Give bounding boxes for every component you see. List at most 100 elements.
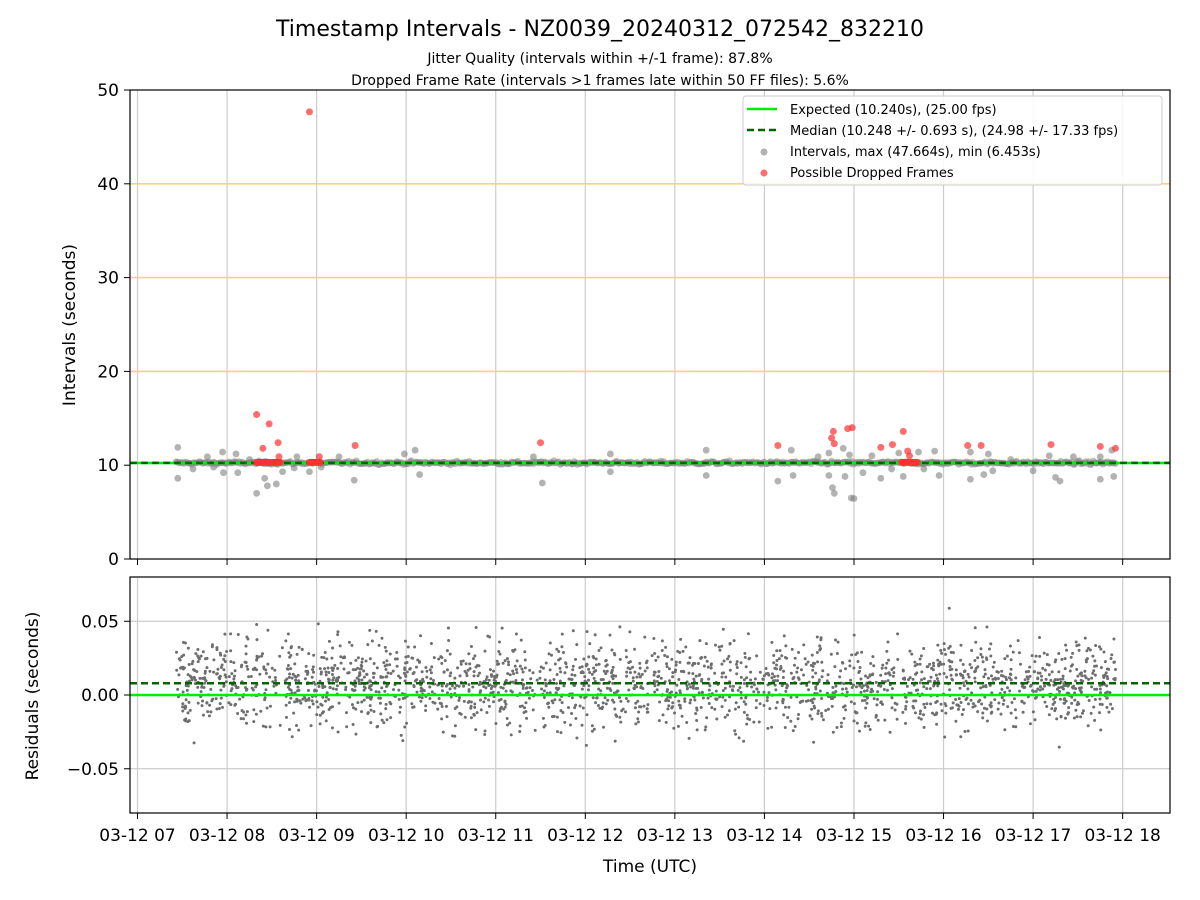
residual-point xyxy=(202,685,206,689)
residual-point xyxy=(608,633,612,637)
residual-point xyxy=(979,686,983,690)
residual-point xyxy=(322,656,326,660)
residual-point xyxy=(214,697,218,701)
residual-point xyxy=(599,689,603,693)
residuals-x-ticks: 03-12 07 03-12 08 03-12 09 03-12 10 03-12 11… xyxy=(99,813,1161,846)
residual-point xyxy=(789,695,793,699)
dropped-frame-point xyxy=(259,444,267,452)
residual-point xyxy=(609,689,613,693)
residual-point xyxy=(1006,705,1010,709)
residual-point xyxy=(1038,636,1042,640)
residual-point xyxy=(320,655,324,659)
residual-point xyxy=(547,652,551,656)
residual-point xyxy=(366,643,370,647)
residual-point xyxy=(820,660,824,664)
residual-point xyxy=(944,652,948,656)
residual-point xyxy=(623,710,627,714)
residual-point xyxy=(610,698,614,702)
residual-point xyxy=(331,646,335,650)
residual-point xyxy=(792,663,796,667)
residual-point xyxy=(222,683,226,687)
residual-point xyxy=(959,658,963,662)
residual-point xyxy=(645,707,649,711)
residual-point xyxy=(571,629,575,633)
residual-point xyxy=(260,654,264,658)
residual-point xyxy=(391,669,395,673)
residual-point xyxy=(511,649,515,653)
residual-point xyxy=(370,639,374,643)
residual-point xyxy=(735,665,739,669)
residual-point xyxy=(1004,678,1008,682)
residual-point xyxy=(335,676,339,680)
residual-point xyxy=(558,679,562,683)
interval-point xyxy=(246,456,253,463)
residual-point xyxy=(1071,651,1075,655)
interval-point xyxy=(888,465,895,473)
residual-point xyxy=(820,714,824,718)
residual-point xyxy=(870,673,874,677)
residual-point xyxy=(954,673,958,677)
residual-point xyxy=(768,707,772,711)
residual-point xyxy=(772,674,776,678)
residual-point xyxy=(305,698,309,702)
residual-point xyxy=(219,688,223,692)
residual-point xyxy=(614,674,618,678)
residual-point xyxy=(820,711,824,715)
residual-point xyxy=(973,680,977,684)
residual-point xyxy=(558,698,562,702)
residual-point xyxy=(675,683,679,687)
residual-point xyxy=(343,656,347,660)
residual-point xyxy=(1065,648,1069,652)
residual-point xyxy=(316,622,320,626)
residual-point xyxy=(474,625,478,629)
residual-point xyxy=(1075,667,1079,671)
residual-point xyxy=(292,711,296,715)
residual-point xyxy=(184,705,188,709)
residual-point xyxy=(917,716,921,720)
residual-point xyxy=(834,638,838,642)
residual-point xyxy=(554,686,558,690)
x-tick-label: 03-12 07 xyxy=(99,826,175,846)
residual-point xyxy=(1033,718,1037,722)
residual-point xyxy=(321,686,325,690)
residual-point xyxy=(594,669,598,673)
residual-point xyxy=(782,669,786,673)
residual-point xyxy=(1064,699,1068,703)
residual-point xyxy=(383,645,387,649)
residual-point xyxy=(181,690,185,694)
residual-point xyxy=(413,679,417,683)
residual-point xyxy=(611,681,615,685)
residual-point xyxy=(770,640,774,644)
residual-point xyxy=(484,686,488,690)
residual-point xyxy=(896,657,900,661)
residual-point xyxy=(316,705,320,709)
residual-point xyxy=(681,669,685,673)
residual-point xyxy=(500,626,504,630)
residual-point xyxy=(286,663,290,667)
residual-point xyxy=(732,639,736,643)
residual-point xyxy=(720,662,724,666)
residual-point xyxy=(192,741,196,745)
residual-point xyxy=(327,671,331,675)
residual-point xyxy=(187,700,191,704)
residual-point xyxy=(1081,711,1085,715)
residual-point xyxy=(683,699,687,703)
intervals-axes-frame xyxy=(129,89,1171,560)
residual-point xyxy=(954,668,958,672)
residual-point xyxy=(796,676,800,680)
residual-point xyxy=(865,688,869,692)
residual-point xyxy=(860,650,864,654)
residual-point xyxy=(632,686,636,690)
residual-point xyxy=(559,709,563,713)
residual-point xyxy=(210,645,214,649)
residual-point xyxy=(954,698,958,702)
residual-point xyxy=(613,653,617,657)
residual-point xyxy=(658,700,662,704)
residual-point xyxy=(600,707,604,711)
residual-point xyxy=(951,701,955,705)
residual-point xyxy=(942,648,946,652)
interval-point xyxy=(789,472,797,479)
residual-point xyxy=(907,678,911,682)
residual-point xyxy=(402,671,406,675)
residual-point xyxy=(1044,677,1048,681)
